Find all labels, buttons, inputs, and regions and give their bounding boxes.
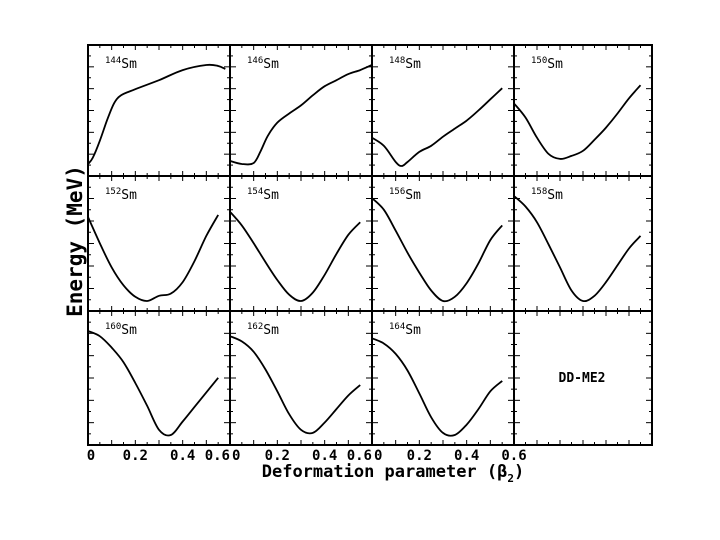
x-tick-label: 0 — [87, 448, 95, 464]
panel-Sm-156: 156Sm — [371, 187, 503, 303]
panel-Sm-146: 146Sm — [229, 56, 373, 166]
panel-Sm-144: 144Sm — [87, 56, 226, 165]
panel-label-164: 164Sm — [389, 322, 421, 338]
x-tick-label: 0.2 — [265, 448, 290, 464]
element-symbol: Sm — [263, 323, 279, 338]
mass-number: 154 — [247, 187, 263, 197]
x-axis-label-close: ) — [514, 462, 524, 482]
panel-label-150: 150Sm — [531, 56, 563, 72]
energy-curve-158 — [513, 195, 642, 303]
x-tick-label: 0.2 — [407, 448, 432, 464]
panel-label-156: 156Sm — [389, 187, 421, 203]
element-symbol: Sm — [405, 57, 421, 72]
axis-ticks: 0 0.2 0.4 0.6 0.2 0.4 0.6 0.2 0.4 0.60 0 — [87, 45, 652, 464]
element-symbol: Sm — [121, 188, 137, 203]
mass-number: 158 — [531, 187, 547, 197]
element-symbol: Sm — [547, 57, 563, 72]
panel-label-152: 152Sm — [105, 187, 137, 203]
x-tick-label: 0.6 — [347, 448, 372, 464]
x-tick-label: 0.6 — [205, 448, 230, 464]
panel-Sm-150: 150Sm — [513, 56, 642, 160]
panel-Sm-160: 160Sm — [87, 322, 219, 437]
mass-number: 156 — [389, 187, 405, 197]
x-tick-label: 0.4 — [170, 448, 195, 464]
energy-curve-146 — [229, 64, 373, 166]
panel-Sm-154: 154Sm — [229, 187, 361, 302]
x-tick-label: 0 — [374, 448, 382, 464]
energy-curve-160 — [87, 330, 219, 437]
x-axis-label-subscript: 2 — [507, 472, 514, 485]
element-symbol: Sm — [405, 188, 421, 203]
panel-label-158: 158Sm — [531, 187, 563, 203]
x-tick-label: 0.4 — [312, 448, 337, 464]
panel-label-154: 154Sm — [247, 187, 279, 203]
x-tick-label: 0.2 — [123, 448, 148, 464]
mass-number: 162 — [247, 322, 263, 332]
energy-curve-148 — [371, 87, 503, 167]
energy-curve-156 — [371, 197, 503, 303]
energy-curve-162 — [229, 335, 361, 435]
mass-number: 164 — [389, 322, 405, 332]
mass-number: 152 — [105, 187, 121, 197]
element-symbol: Sm — [263, 188, 279, 203]
panel-label-146: 146Sm — [247, 56, 279, 72]
element-symbol: Sm — [547, 188, 563, 203]
x-tick-label: 0 — [232, 448, 240, 464]
x-tick-label: 0.4 — [454, 448, 479, 464]
energy-curve-144 — [87, 63, 226, 165]
x-tick-label: 0.6 — [501, 448, 526, 464]
element-symbol: Sm — [121, 57, 137, 72]
energy-curve-164 — [371, 337, 503, 437]
panel-Sm-162: 162Sm — [229, 322, 361, 435]
panel-Sm-164: 164Sm — [371, 322, 503, 437]
mass-number: 160 — [105, 322, 121, 332]
panel-Sm-152: 152Sm — [87, 187, 219, 302]
mass-number: 150 — [531, 56, 547, 66]
element-symbol: Sm — [405, 323, 421, 338]
x-axis-label: Deformation parameter (β2) — [262, 462, 525, 485]
energy-curve-152 — [87, 214, 219, 302]
figure-frame — [87, 44, 653, 446]
energy-curve-154 — [229, 211, 361, 302]
element-symbol: Sm — [121, 323, 137, 338]
panel-label-148: 148Sm — [389, 56, 421, 72]
panel-label-160: 160Sm — [105, 322, 137, 338]
mass-number: 148 — [389, 56, 405, 66]
energy-curve-150 — [513, 84, 642, 160]
panel-Sm-148: 148Sm — [371, 56, 503, 167]
y-axis-label: Energy (MeV) — [63, 165, 87, 317]
element-symbol: Sm — [263, 57, 279, 72]
mass-number: 146 — [247, 56, 263, 66]
panel-Sm-158: 158Sm — [513, 187, 642, 303]
model-label: DD-ME2 — [559, 371, 606, 386]
x-axis-label-main: Deformation parameter ( — [262, 462, 497, 482]
x-axis-label-beta: β — [497, 462, 507, 482]
panel-label-144: 144Sm — [105, 56, 137, 72]
mass-number: 144 — [105, 56, 121, 66]
panel-label-162: 162Sm — [247, 322, 279, 338]
